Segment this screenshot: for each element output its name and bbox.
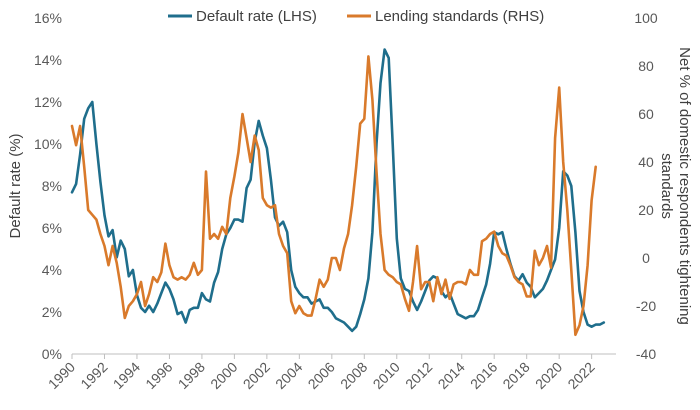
right-tick-label: 100: [634, 10, 658, 26]
left-axis-title: Default rate (%): [7, 133, 24, 238]
x-tick-label: 2016: [467, 359, 500, 392]
x-tick-label: 2002: [240, 359, 273, 392]
right-tick-label: 20: [638, 202, 654, 218]
right-axis-title-line1: Net % of domestic respondents tightening: [676, 47, 693, 325]
left-tick-label: 10%: [34, 136, 62, 152]
right-axis-ticks: -40 -20 0 20 40 60 80 100: [634, 10, 658, 362]
x-tick-label: 2018: [499, 359, 532, 392]
left-axis-ticks: 0% 2% 4% 6% 8% 10% 12% 14% 16%: [34, 10, 62, 362]
legend-label-default-rate: Default rate (LHS): [196, 8, 317, 25]
left-tick-label: 14%: [34, 52, 62, 68]
x-tick-label: 2004: [272, 359, 305, 392]
x-tick-label: 2000: [207, 359, 240, 392]
x-tick-label: 1996: [142, 359, 175, 392]
x-tick-label: 2006: [305, 359, 338, 392]
left-tick-label: 12%: [34, 94, 62, 110]
x-tick-label: 1992: [77, 359, 110, 392]
right-tick-label: -20: [636, 298, 656, 314]
x-tick-label: 1994: [110, 359, 143, 392]
left-tick-label: 0%: [42, 346, 62, 362]
left-tick-label: 16%: [34, 10, 62, 26]
right-tick-label: 0: [642, 250, 650, 266]
left-tick-label: 2%: [42, 304, 62, 320]
legend-label-lending-standards: Lending standards (RHS): [375, 8, 544, 25]
left-tick-label: 6%: [42, 220, 62, 236]
x-tick-label: 2020: [532, 359, 565, 392]
x-tick-label: 1998: [175, 359, 208, 392]
left-tick-label: 8%: [42, 178, 62, 194]
right-tick-label: -40: [636, 346, 656, 362]
left-tick-label: 4%: [42, 262, 62, 278]
series-layer: [70, 48, 606, 337]
x-tick-label: 2014: [435, 359, 468, 392]
x-tick-label: 2022: [564, 359, 597, 392]
right-tick-label: 80: [638, 58, 654, 74]
right-tick-label: 40: [638, 154, 654, 170]
x-tick-label: 2010: [370, 359, 403, 392]
x-tick-label: 1990: [45, 359, 78, 392]
x-axis-ticks: 1990 1992 1994 1996 1998 2000 2002 2004 2006 2008…: [45, 354, 598, 392]
x-tick-label: 2012: [402, 359, 435, 392]
legend: Default rate (LHS) Lending standards (RH…: [168, 8, 544, 25]
x-tick-label: 2008: [337, 359, 370, 392]
right-tick-label: 60: [638, 106, 654, 122]
right-axis-title-line2: standards: [658, 153, 675, 219]
series-line-lending-standards: [70, 55, 598, 337]
